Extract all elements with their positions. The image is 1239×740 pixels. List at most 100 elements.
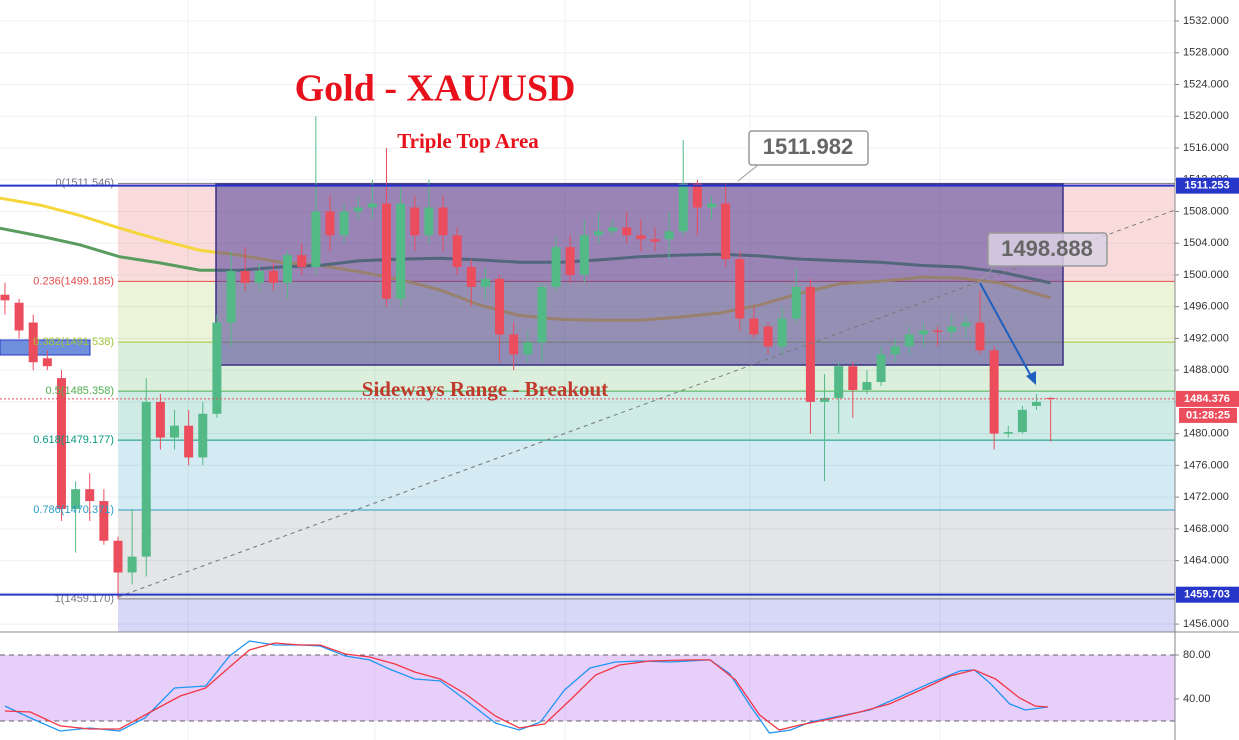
candle-body: [268, 270, 278, 283]
y-tick-label: 1532.000: [1183, 15, 1229, 27]
candle-body: [692, 183, 702, 208]
candle-body: [820, 397, 830, 402]
candle-body: [85, 489, 95, 502]
callout-text: 1498.888: [1001, 236, 1093, 261]
y-tick-label: 1504.000: [1183, 237, 1229, 249]
candle-body: [212, 322, 222, 414]
candle-body: [495, 278, 505, 335]
candle-body: [1017, 409, 1027, 433]
oscillator-band: [0, 654, 1175, 721]
candle-body: [424, 207, 434, 236]
candle-body: [918, 330, 928, 335]
fib-zone: [118, 391, 1175, 441]
candle-body: [707, 203, 717, 208]
fib-zone: [118, 440, 1175, 511]
candle-body: [834, 366, 844, 398]
y-tick-label: 1488.000: [1183, 364, 1229, 376]
fib-label: 0.786(1470.371): [33, 504, 114, 516]
annotation: Sideways Range - Breakout: [362, 377, 608, 401]
y-tick-label: 1456.000: [1183, 618, 1229, 630]
candle-body: [608, 227, 618, 232]
candles: [0, 116, 1056, 599]
price-chip: [1176, 177, 1239, 194]
oscillator-line: [4, 642, 1048, 731]
candle-body: [579, 235, 589, 275]
fib-label: 0.382(1491.538): [33, 336, 114, 348]
candle-body: [523, 342, 533, 355]
price-chip-label: 1459.703: [1184, 589, 1230, 601]
fib-label: 0.5(1485.358): [46, 385, 115, 397]
arrow: [979, 282, 1033, 379]
candle-body: [933, 330, 943, 333]
candle-body: [636, 235, 646, 240]
candle-body: [452, 235, 462, 268]
trend-line: [117, 209, 1176, 598]
candle-body: [1032, 401, 1042, 406]
candle-body: [721, 203, 731, 260]
y-tick-label: 1476.000: [1183, 459, 1229, 471]
callout-pointer: [979, 265, 997, 281]
candle-body: [99, 501, 109, 541]
y-tick-label: 1496.000: [1183, 301, 1229, 313]
y-tick-label: 1492.000: [1183, 332, 1229, 344]
candle-body: [396, 203, 406, 299]
candle-body: [777, 318, 787, 347]
candle-body: [1003, 432, 1013, 434]
y-tick-label: 1500.000: [1183, 269, 1229, 281]
callout-text: 1511.982: [763, 134, 854, 159]
y-tick-label: 1472.000: [1183, 491, 1229, 503]
candle-body: [480, 278, 490, 287]
candle-body: [198, 413, 208, 458]
candle-body: [876, 354, 886, 383]
candle-body: [947, 326, 957, 333]
candle-body: [184, 425, 194, 458]
candle-body: [848, 366, 858, 390]
candle-body: [1046, 397, 1056, 399]
y-tick-label: 1520.000: [1183, 110, 1229, 122]
candle-body: [791, 286, 801, 319]
fib-label: 1(1459.170): [55, 593, 114, 605]
candle-body: [961, 322, 971, 327]
candle-body: [283, 255, 293, 283]
countdown-chip: [1179, 407, 1237, 423]
candle-body: [325, 211, 335, 236]
candle-body: [989, 350, 999, 434]
callout-pointer: [737, 164, 759, 182]
price-chip: [1176, 586, 1239, 603]
y-tick-label: 1508.000: [1183, 205, 1229, 217]
price-axis-background: [1175, 0, 1239, 740]
candle-body: [410, 207, 420, 236]
candle-body: [763, 326, 773, 347]
candle-body: [438, 207, 448, 236]
candle-body: [593, 231, 603, 236]
fib-label: 0.236(1499.185): [33, 275, 114, 287]
price-chip-label: 1511.253: [1184, 180, 1229, 192]
candle-body: [975, 322, 985, 351]
countdown-label: 01:28:25: [1186, 409, 1230, 421]
candle-body: [226, 270, 236, 323]
chart-title: Gold - XAU/USD: [295, 68, 576, 110]
candle-body: [113, 540, 123, 573]
candle-body: [155, 401, 165, 438]
candle-body: [735, 259, 745, 319]
candle-body: [353, 207, 363, 212]
candle-body: [551, 247, 561, 287]
candle-body: [862, 382, 872, 390]
candle-body: [381, 203, 391, 299]
candle-body: [311, 211, 321, 268]
fib-zone: [118, 510, 1175, 599]
axis-layer: 1456.0001460.0001464.0001468.0001472.000…: [1175, 15, 1239, 705]
y-tick-label: 1464.000: [1183, 554, 1229, 566]
candle-body: [509, 334, 519, 355]
candle-body: [141, 401, 151, 557]
candle-body: [339, 211, 349, 236]
candle-body: [297, 255, 307, 268]
y-tick-label: 1528.000: [1183, 47, 1229, 59]
candle-body: [749, 318, 759, 335]
range-box: [215, 183, 1064, 366]
candle-body: [170, 425, 180, 438]
arrow-head: [1026, 371, 1036, 385]
y-tick-label: 1468.000: [1183, 523, 1229, 535]
candle-body: [650, 239, 660, 242]
